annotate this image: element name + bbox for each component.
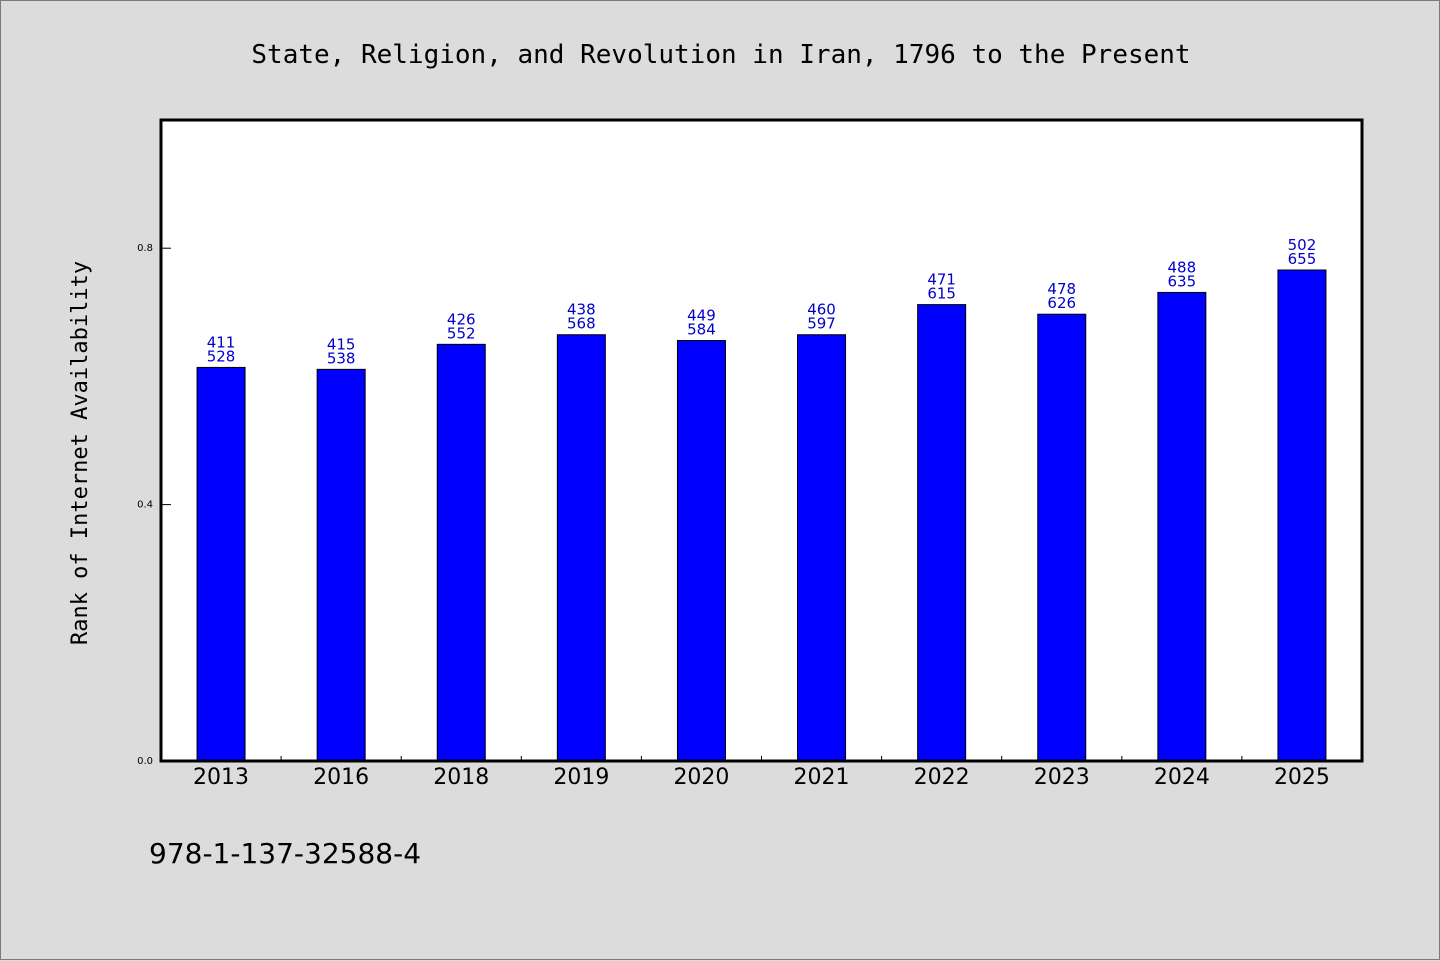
data-label-bottom-2025: 655	[1288, 250, 1317, 268]
bar-2013	[196, 366, 246, 762]
bar-2023	[1037, 313, 1087, 762]
bar-2024	[1157, 291, 1207, 762]
x-tick-label-2021: 2021	[794, 765, 850, 790]
bars-group	[196, 269, 1327, 762]
data-label-top-2024: 488	[1168, 258, 1197, 276]
bar-2019	[556, 334, 606, 762]
x-tick-label-2022: 2022	[914, 765, 970, 790]
data-label-top-2023: 478	[1047, 280, 1076, 298]
y-tick-label: 0.8	[137, 243, 153, 254]
chart-title: State, Religion, and Revolution in Iran,…	[251, 40, 1190, 70]
x-tick-label-2024: 2024	[1154, 765, 1210, 790]
x-tick-label-2019: 2019	[553, 765, 609, 790]
bar-2018	[436, 343, 486, 762]
data-label-top-2022: 471	[927, 271, 956, 289]
data-label-bottom-2018: 552	[447, 324, 476, 342]
bar-2021	[797, 334, 847, 762]
bar-2022	[917, 304, 967, 762]
data-label-bottom-2021: 597	[807, 315, 836, 333]
data-label-top-2021: 460	[807, 301, 836, 319]
data-label-bottom-2023: 626	[1047, 294, 1076, 312]
data-label-bottom-2022: 615	[927, 285, 956, 303]
x-axis-ticks: 2013 2016 2018 2019 2020 2021 2022 2023 2024 2025	[193, 756, 1330, 790]
y-tick-label: 0.4	[137, 500, 153, 511]
x-tick-label-2023: 2023	[1034, 765, 1090, 790]
isbn-footer: 978-1-137-32588-4	[149, 837, 421, 870]
data-label-top-2016: 415	[327, 335, 356, 353]
data-label-top-2019: 438	[567, 301, 596, 319]
data-label-bottom-2016: 538	[327, 349, 356, 367]
x-tick-label-2013: 2013	[193, 765, 249, 790]
data-label-top-2013: 411	[207, 333, 236, 351]
data-label-bottom-2013: 528	[207, 347, 236, 365]
data-label-top-2018: 426	[447, 310, 476, 328]
bar-2025	[1277, 269, 1327, 762]
data-label-top-2025: 502	[1288, 236, 1317, 254]
y-axis-label: Rank of Internet Availability	[68, 261, 93, 645]
data-label-bottom-2020: 584	[687, 321, 716, 339]
x-tick-label-2020: 2020	[673, 765, 729, 790]
x-tick-label-2016: 2016	[313, 765, 369, 790]
data-label-bottom-2019: 568	[567, 315, 596, 333]
data-label-top-2020: 449	[687, 307, 716, 325]
plot-border	[159, 118, 1364, 763]
data-label-bottom-2024: 635	[1168, 272, 1197, 290]
y-tick-label: 0.0	[137, 756, 153, 767]
bar-2020	[676, 340, 726, 762]
x-tick-label-2025: 2025	[1274, 765, 1330, 790]
bar-2016	[316, 368, 366, 762]
x-tick-label-2018: 2018	[433, 765, 489, 790]
